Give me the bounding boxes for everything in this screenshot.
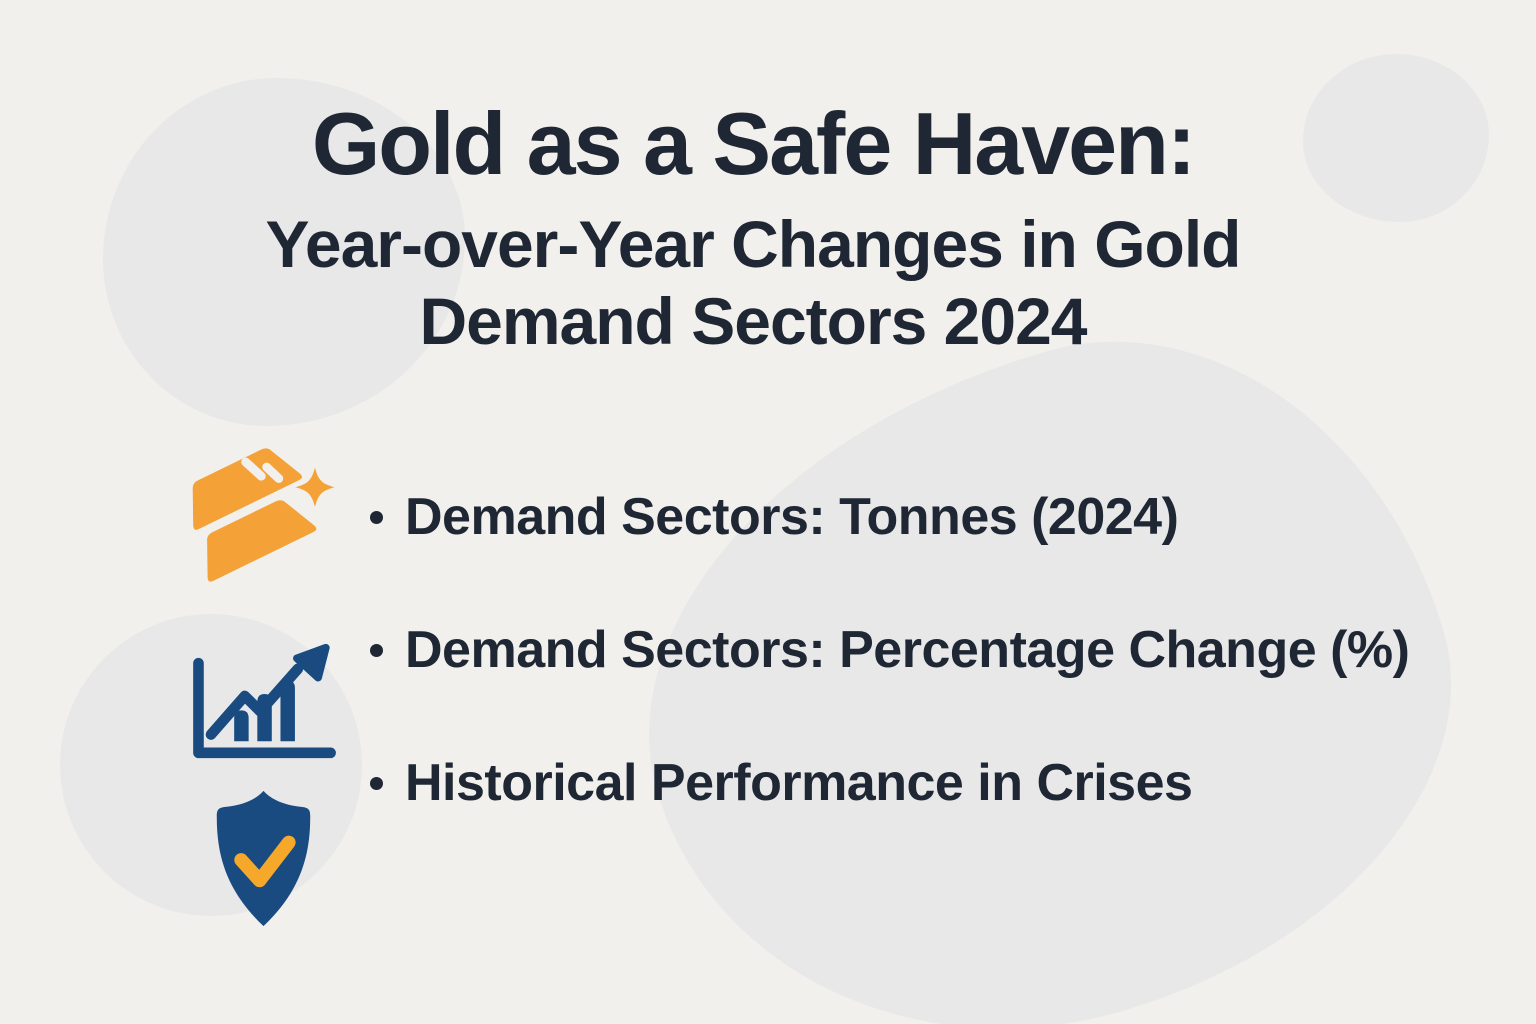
header: Gold as a Safe Haven: Year-over-Year Cha… [0,98,1506,360]
list-item: Historical Performance in Crises [370,753,1193,813]
bullet-dot [370,510,383,524]
subtitle-line-1: Year-over-Year Changes in Gold [265,206,1241,281]
growth-chart-icon [193,643,336,759]
background-blob-top-right [1303,54,1489,222]
bullet-label: Historical Performance in Crises [405,754,1193,812]
list-item: Demand Sectors: Percentage Change (%) [370,620,1410,680]
page-title: Gold as a Safe Haven: [311,94,1196,193]
list-item: Demand Sectors: Tonnes (2024) [370,487,1179,547]
background-blob-top-left [103,78,465,426]
bullet-label: Demand Sectors: Tonnes (2024) [405,488,1179,546]
gold-bars-icon [185,448,335,589]
subtitle-line-2: Demand Sectors 2024 [419,283,1087,358]
bullet-dot [370,776,383,790]
shield-check-icon [216,790,311,927]
page-subtitle: Year-over-Year Changes in Gold Demand Se… [0,206,1506,360]
bullet-label: Demand Sectors: Percentage Change (%) [405,621,1410,679]
bullet-dot [370,643,383,657]
